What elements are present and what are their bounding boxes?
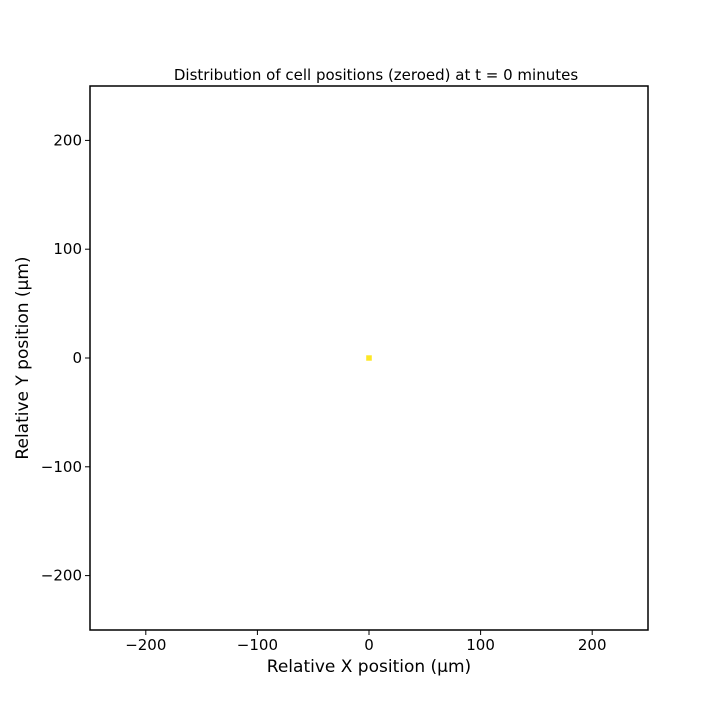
x-axis-label: Relative X position (μm) <box>267 657 471 677</box>
heatmap-cell <box>366 355 372 361</box>
y-tick-label: 0 <box>72 349 82 367</box>
y-tick-label: 200 <box>53 131 82 149</box>
x-tick-label: −100 <box>237 636 278 654</box>
y-tick-label: −200 <box>41 567 82 585</box>
heatmap-cells <box>366 355 372 361</box>
y-axis-ticks: −200 −100 0 100 200 <box>41 131 90 585</box>
x-tick-label: 100 <box>466 636 495 654</box>
y-tick-label: −100 <box>41 458 82 476</box>
y-tick-label: 100 <box>53 240 82 258</box>
y-axis-label: Relative Y position (μm) <box>13 256 33 459</box>
chart-title: Distribution of cell positions (zeroed) … <box>174 66 578 84</box>
x-tick-label: 200 <box>578 636 607 654</box>
x-tick-label: 0 <box>364 636 374 654</box>
x-axis-ticks: −200 −100 0 100 200 <box>125 630 607 654</box>
x-tick-label: −200 <box>125 636 166 654</box>
